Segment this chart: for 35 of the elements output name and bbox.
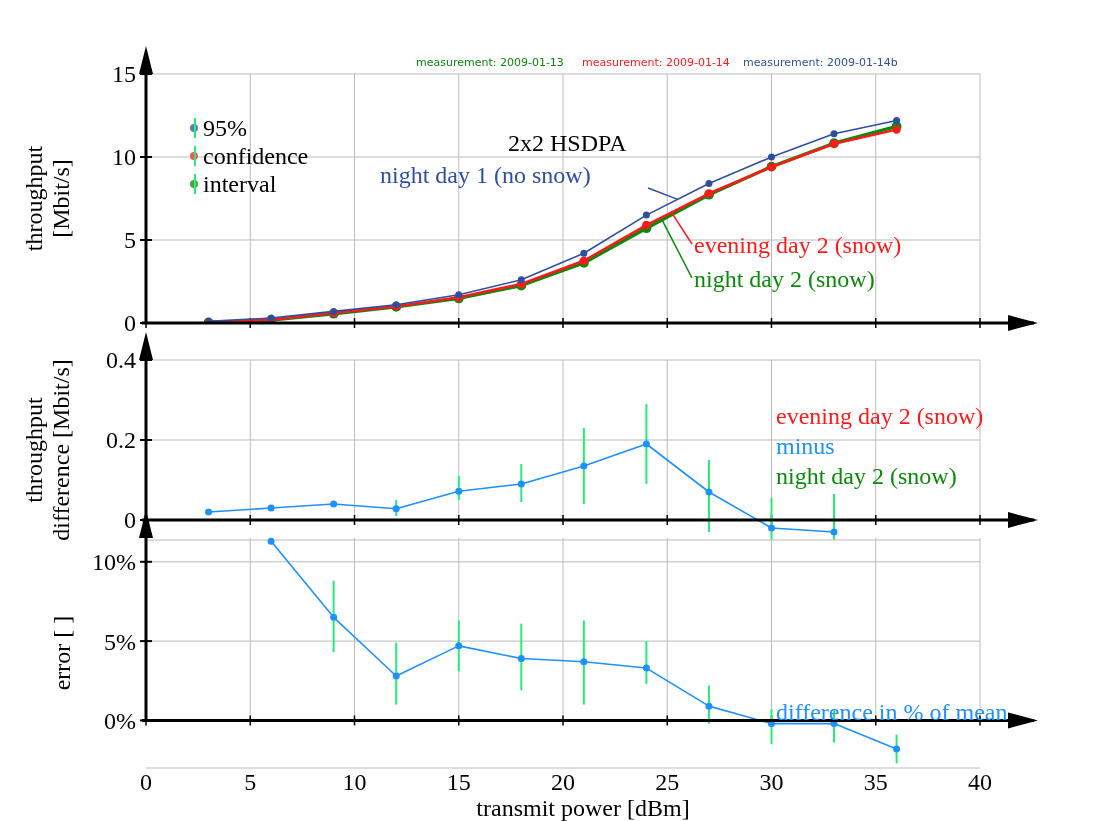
y-tick-label: 0.2	[106, 427, 136, 454]
legend-label: evening day 2 (snow)	[694, 232, 902, 258]
y-tick-label: 0	[124, 310, 136, 337]
y-axis-title: throughput [Mbit/s]	[21, 145, 74, 252]
annotation: minus	[776, 433, 835, 459]
y-tick-label: 0.4	[106, 347, 136, 374]
annotation: night day 2 (snow)	[776, 463, 957, 489]
y-tick-label: 5%	[104, 628, 136, 655]
y-tick-label: 0	[124, 507, 136, 534]
x-tick-label: 20	[551, 769, 575, 795]
y-tick-label: 10	[112, 144, 136, 171]
y-tick-label: 15	[112, 61, 136, 88]
text: measurement: 2009-01-13	[416, 56, 564, 69]
x-tick-label: 5	[244, 769, 257, 795]
y-tick-label: 0%	[104, 707, 136, 734]
x-tick-label: 15	[446, 769, 471, 795]
x-tick-label: 25	[655, 769, 680, 795]
x-tick-label: 10	[342, 769, 367, 795]
x-tick-label: 30	[759, 769, 784, 795]
annotation: 95% confidence interval	[203, 115, 309, 198]
text: night day 2 (snow)	[694, 266, 875, 292]
series-label: difference in % of mean	[776, 699, 1008, 725]
annotation: evening day 2 (snow)	[776, 403, 984, 429]
y-axis-title: throughput difference [Mbit/s]	[21, 359, 74, 541]
annotation: 2x2 HSDPA	[508, 130, 628, 156]
text: night day 1 (no snow)	[380, 162, 591, 188]
text: measurement: 2009-01-14b	[743, 56, 898, 69]
x-tick-label: 35	[863, 769, 888, 795]
text: measurement: 2009-01-14	[582, 56, 730, 69]
y-tick-label: 10%	[92, 549, 136, 576]
x-tick-label: 40	[968, 769, 992, 795]
y-tick-label: 5	[124, 227, 136, 254]
x-axis-title: transmit power [dBm]	[476, 795, 690, 821]
x-tick-label: 0	[140, 769, 152, 795]
y-axis-title: error [ ]	[49, 615, 75, 691]
